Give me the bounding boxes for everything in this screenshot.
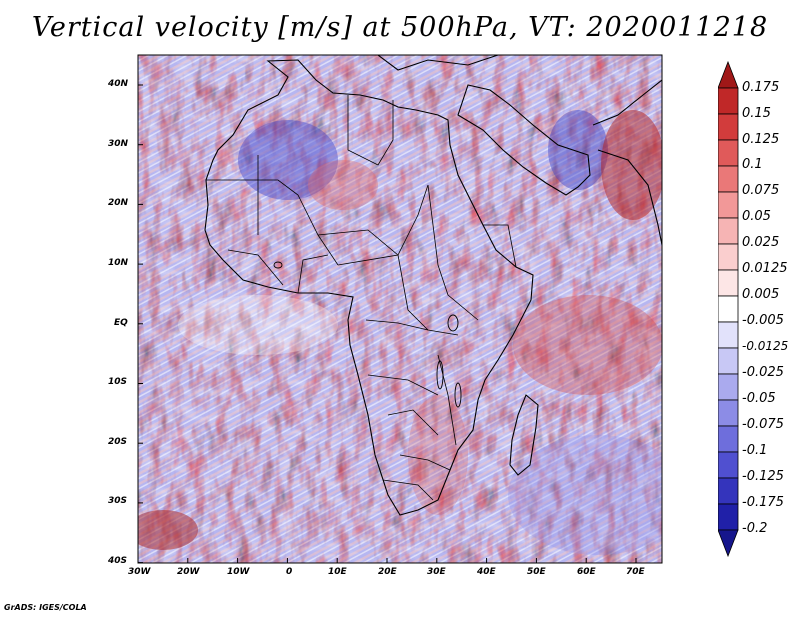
lon-label: 50E — [527, 567, 546, 577]
colorbar-label: -0.075 — [742, 417, 784, 432]
colorbar-label: 0.025 — [742, 235, 780, 250]
colorbar-label: 0.075 — [742, 183, 780, 198]
colorbar-swatch — [718, 243, 739, 271]
lon-label: 20E — [378, 567, 397, 577]
lon-label: 30E — [427, 567, 446, 577]
colorbar-swatch — [718, 217, 739, 245]
colorbar-swatch — [718, 373, 739, 401]
colorbar-swatch — [718, 139, 739, 167]
colorbar-swatch — [718, 165, 739, 193]
colorbar-label: 0.05 — [742, 209, 771, 224]
country-borders — [206, 95, 517, 501]
lakes — [273, 261, 462, 408]
colorbar-swatch — [718, 399, 739, 427]
footer-credit: GrADS: IGES/COLA — [4, 603, 87, 612]
lat-label: 30N — [108, 139, 129, 149]
colorbar — [718, 60, 739, 558]
lon-label: 10W — [227, 567, 250, 577]
colorbar-swatch — [718, 477, 739, 505]
colorbar-label: -0.2 — [742, 521, 768, 536]
colorbar-label: 0.175 — [742, 80, 780, 95]
colorbar-label: 0.15 — [742, 106, 771, 121]
lon-label: 60E — [577, 567, 596, 577]
colorbar-label: 0.125 — [742, 132, 780, 147]
colorbar-swatch — [718, 87, 739, 115]
lat-label: 40S — [108, 556, 128, 566]
colorbar-label: 0.1 — [742, 157, 763, 172]
vertical-velocity-field-map — [138, 55, 662, 563]
lat-label: 40N — [108, 79, 129, 89]
colorbar-swatch — [718, 113, 739, 141]
coastlines — [204, 55, 662, 516]
colorbar-label: 0.005 — [742, 287, 780, 302]
colorbar-label: -0.0125 — [742, 339, 789, 353]
colorbar-swatch — [718, 347, 739, 375]
lat-label: EQ — [114, 318, 128, 328]
colorbar-label: -0.05 — [742, 391, 776, 406]
lon-label: 10E — [328, 567, 347, 577]
colorbar-label: -0.1 — [742, 443, 768, 458]
lon-label: 20W — [177, 567, 200, 577]
lon-label: 40E — [477, 567, 496, 577]
colorbar-swatch — [718, 503, 739, 531]
colorbar-label: 0.0125 — [742, 261, 788, 276]
chart-title: Vertical velocity [m/s] at 500hPa, VT: 2… — [31, 12, 769, 43]
colorbar-label: -0.025 — [742, 365, 784, 380]
colorbar-swatch — [718, 269, 739, 297]
anomaly-regions — [138, 110, 662, 555]
lon-label: 0 — [286, 567, 293, 577]
lat-label: 10N — [108, 258, 129, 268]
lat-label: 20N — [108, 198, 129, 208]
colorbar-swatch — [718, 60, 739, 89]
colorbar-label: -0.125 — [742, 469, 784, 484]
lat-label: 30S — [108, 496, 128, 506]
field-svg — [138, 55, 662, 563]
colorbar-label: -0.005 — [742, 313, 784, 328]
colorbar-label: -0.175 — [742, 495, 784, 510]
lon-label: 30W — [128, 567, 151, 577]
colorbar-swatch — [718, 191, 739, 219]
colorbar-swatch — [718, 425, 739, 453]
lat-label: 10S — [108, 377, 128, 387]
lon-label: 70E — [626, 567, 645, 577]
colorbar-swatch — [718, 451, 739, 479]
colorbar-swatch — [718, 529, 739, 558]
colorbar-swatch — [718, 321, 739, 349]
colorbar-swatch — [718, 295, 739, 323]
lat-label: 20S — [108, 437, 128, 447]
